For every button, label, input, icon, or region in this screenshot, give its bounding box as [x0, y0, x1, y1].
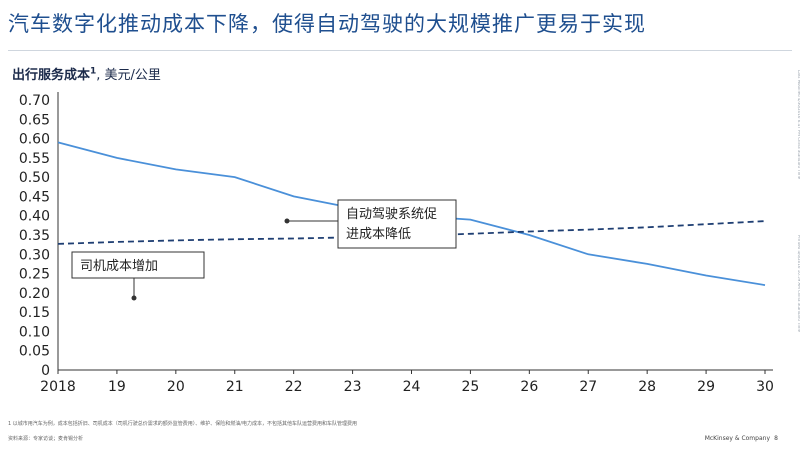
page-title: 汽车数字化推动成本下降，使得自动驾驶的大规模推广更易于实现 [8, 12, 646, 36]
y-tick-label: 0.20 [19, 286, 50, 302]
y-tick-label: 0.55 [19, 151, 50, 167]
side-note-modified: Last Modified 4/30/2016 6:47 PM China St… [797, 70, 800, 180]
chart-heading-unit: , 美元/公里 [96, 68, 161, 83]
annotation-dot [284, 218, 290, 224]
chart-heading-footnote-mark: 1 [90, 66, 97, 77]
x-tick-label: 24 [403, 379, 421, 395]
y-tick-label: 0.60 [19, 132, 50, 148]
annotation-text: 司机成本增加 [80, 259, 158, 274]
y-tick-label: 0.15 [19, 305, 50, 321]
page-number: 8 [774, 435, 778, 442]
annotation-box [337, 199, 457, 249]
y-tick-label: 0.40 [19, 209, 50, 225]
footnote: 1 以城市用汽车为例，成本包括折旧、司机成本（司机行驶总价需求的额外监管费用）、… [8, 421, 357, 427]
chart-heading: 出行服务成本1, 美元/公里 [12, 64, 161, 83]
annotation-box [71, 251, 205, 279]
x-tick-label: 25 [462, 379, 480, 395]
x-tick-label: 21 [226, 379, 244, 395]
y-tick-label: 0.25 [19, 267, 50, 283]
brand-label: McKinsey & Company [704, 435, 770, 442]
x-tick-label: 30 [756, 379, 774, 395]
x-tick-label: 23 [344, 379, 362, 395]
x-tick-label: 29 [697, 379, 715, 395]
x-tick-label: 19 [108, 379, 126, 395]
y-tick-label: 0.45 [19, 189, 50, 205]
chart-heading-label: 出行服务成本 [12, 68, 91, 83]
source-note: 资料来源：专家访谈；麦肯锡分析 [8, 436, 84, 442]
x-tick-label: 20 [167, 379, 185, 395]
x-tick-label: 28 [638, 379, 656, 395]
y-tick-label: 0.70 [19, 93, 50, 109]
annotation-text: 自动驾驶系统促 [346, 207, 437, 222]
x-tick-label: 26 [520, 379, 538, 395]
y-tick-label: 0.05 [19, 344, 50, 360]
title-divider [8, 50, 792, 51]
y-tick-label: 0.65 [19, 112, 50, 128]
annotation-text: 进成本降低 [346, 227, 411, 242]
annotation-dot [131, 295, 137, 301]
y-tick-label: 0 [41, 363, 50, 379]
y-tick-label: 0.35 [19, 228, 50, 244]
x-tick-label: 22 [285, 379, 303, 395]
x-tick-label: 2018 [40, 379, 76, 395]
y-tick-label: 0.50 [19, 170, 50, 186]
y-tick-label: 0.10 [19, 324, 50, 340]
side-note-printed: Printed 4/6/2016 10:59 AM China Standard… [797, 235, 800, 332]
y-tick-label: 0.30 [19, 247, 50, 263]
x-tick-label: 27 [579, 379, 597, 395]
